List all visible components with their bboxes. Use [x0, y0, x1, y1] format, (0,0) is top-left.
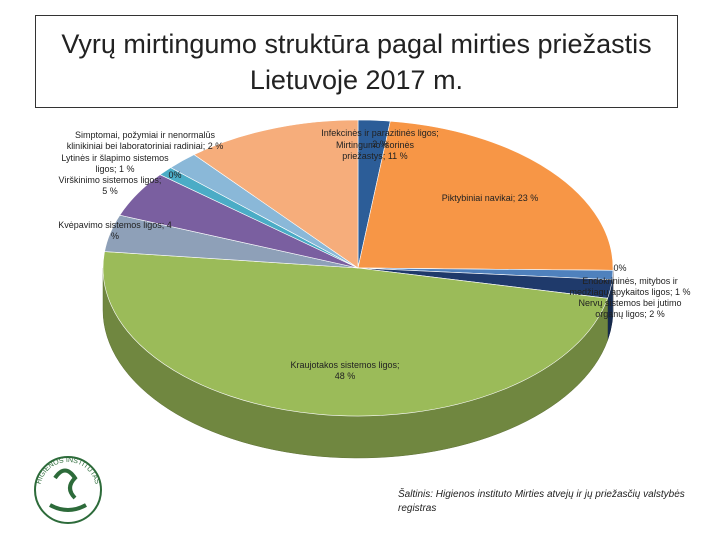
data-label: Kraujotakos sistemos ligos; 48 %: [290, 360, 400, 381]
logo: HIGIENOS INSTITUTAS: [34, 456, 102, 524]
value-label: 0%: [168, 170, 182, 180]
value-label: 2 %: [649, 309, 665, 319]
slice: [193, 119, 359, 269]
category-label: Nervų sistemos bei jutimo organų ligos: [578, 298, 682, 319]
data-label: Simptomai, požymiai ir nenormalūs klinik…: [66, 130, 224, 151]
value-label: 2 %: [372, 139, 388, 149]
category-label: Piktybiniai navikai: [441, 193, 513, 203]
data-label: Virškinimo sistemos ligos; 5 %: [58, 175, 162, 196]
slice: [102, 251, 609, 417]
slice: [357, 120, 614, 271]
category-label: Infekcinės ir parazitinės ligos: [321, 128, 437, 138]
category-label: Kraujotakos sistemos ligos: [290, 360, 398, 370]
category-label: Kvėpavimo sistemos ligos: [58, 220, 162, 230]
value-label: 1 %: [119, 164, 135, 174]
value-label: 23 %: [517, 193, 539, 203]
value-label: 5 %: [102, 186, 118, 196]
value-label: 4 %: [110, 220, 172, 241]
data-label: Kvėpavimo sistemos ligos; 4 %: [58, 220, 172, 241]
data-label: Endokrininės, mitybos ir medžiagų apykai…: [569, 276, 691, 297]
category-label: Lytinės ir šlapimo sistemos ligos: [61, 153, 169, 174]
data-label: Infekcinės ir parazitinės ligos; 2 %: [321, 128, 439, 149]
chart-title: Vyrų mirtingumo struktūra pagal mirties …: [35, 15, 678, 108]
category-label: Endokrininės, mitybos ir medžiagų apykai…: [569, 276, 678, 297]
data-label: Lytinės ir šlapimo sistemos ligos; 1 %: [61, 153, 169, 174]
data-label: Nervų sistemos bei jutimo organų ligos; …: [578, 298, 682, 319]
source-note: Šaltinis: Higienos instituto Mirties atv…: [398, 489, 685, 514]
value-label: 11 %: [387, 151, 408, 161]
category-label: Simptomai, požymiai ir nenormalūs klinik…: [66, 130, 216, 151]
data-label: Piktybiniai navikai; 23 %: [441, 193, 539, 203]
category-label: Virškinimo sistemos ligos: [58, 175, 159, 185]
category-label: Mirtingumo išorinės priežastys: [335, 140, 415, 161]
data-label: 0%: [160, 170, 190, 181]
value-label: 0%: [613, 263, 627, 273]
value-label: 48 %: [334, 371, 356, 381]
value-label: 2 %: [207, 141, 224, 151]
data-label: Mirtingumo išorinės priežastys; 11 %: [335, 140, 415, 161]
pie-tops: [102, 119, 614, 417]
data-label: 0%: [605, 263, 635, 274]
value-label: 1 %: [675, 287, 691, 297]
